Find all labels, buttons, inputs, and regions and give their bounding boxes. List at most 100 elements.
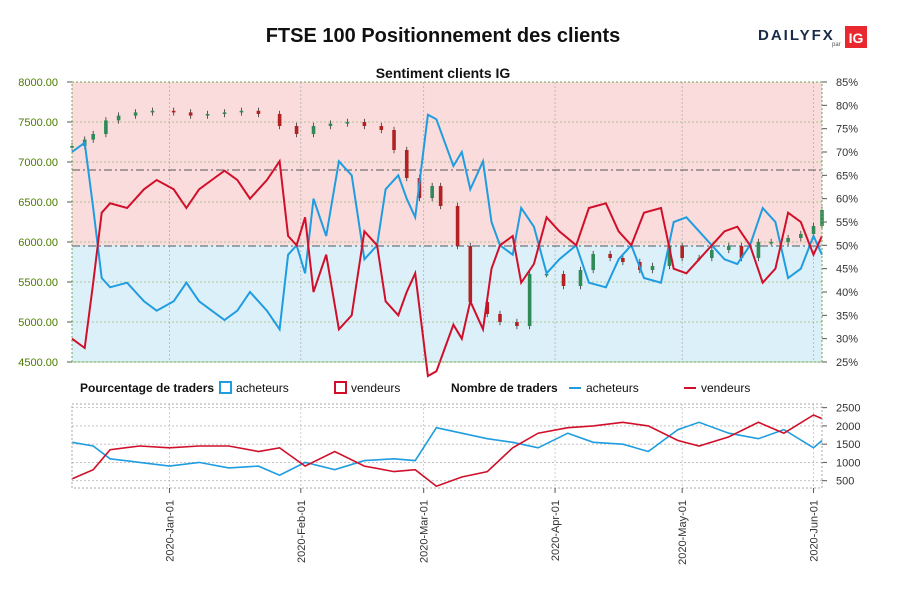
y-right-tick-label: 85% (836, 77, 858, 89)
candle-body (455, 206, 460, 246)
y-left-tick-label: 7500.00 (18, 117, 58, 129)
candle-body (328, 123, 333, 126)
candle-body (171, 110, 176, 113)
candle-body (591, 254, 595, 270)
buyers-percentage-line (71, 113, 823, 333)
candle-body (561, 274, 566, 286)
candle-body (650, 266, 655, 270)
candle-body (70, 146, 74, 148)
y-right-tick-label: 75% (836, 124, 858, 136)
y-right-tick-label: 80% (836, 100, 858, 112)
legend-pct-buyers-swatch (219, 381, 232, 394)
candle-body (345, 122, 350, 124)
y-left-tick-label: 6000.00 (18, 237, 58, 249)
y-right-tick-label: 45% (836, 264, 858, 276)
y-right-tick-label: 70% (836, 147, 858, 159)
y-right-tick-label: 65% (836, 170, 858, 182)
lower-y-tick-label: 1500 (836, 439, 860, 451)
candle-body (769, 242, 773, 244)
candle-body (527, 274, 532, 326)
main-panel-title: Sentiment clients IG (376, 65, 511, 81)
sellers-count-line (71, 414, 823, 488)
y-right-tick-label: 60% (836, 194, 858, 206)
candle-body (608, 254, 612, 258)
y-left-tick-label: 5000.00 (18, 317, 58, 329)
main-panel-frame (71, 81, 823, 363)
candle-body (680, 246, 684, 258)
candle-body (430, 186, 434, 198)
candle-body (188, 112, 193, 116)
candle-body (710, 250, 714, 258)
candle-body (621, 258, 625, 262)
candle-body (498, 314, 502, 322)
candle-body (667, 246, 672, 266)
candle-body (133, 112, 138, 116)
y-right-tick-label: 35% (836, 310, 858, 322)
trader-count-panel: 2500 2000 1500 1000 500 (71, 403, 860, 489)
legend-pct-title: Pourcentage de traders (80, 381, 214, 395)
zone-sellers-bg (72, 82, 822, 245)
candle-body (578, 270, 583, 286)
x-tick-label: 2020-Feb-01 (296, 500, 308, 563)
lower-panel-frame (71, 403, 823, 489)
legend-count-buyers-label: acheteurs (586, 381, 639, 395)
candle-body (739, 246, 744, 258)
x-tick-label: 2020-Jun-01 (809, 500, 821, 562)
lower-y-tick-label: 2500 (836, 403, 860, 415)
dailyfx-logo: DAILYFX par IG (758, 26, 867, 48)
logo-brand: DAILYFX (758, 27, 835, 44)
y-left-tick-label: 7000.00 (18, 157, 58, 169)
candle-body (362, 122, 367, 126)
candle-body (104, 120, 108, 134)
y-left-tick-label: 6500.00 (18, 197, 58, 209)
y-left-tick-label: 4500.00 (18, 357, 58, 369)
candle-body (311, 126, 316, 134)
candle-body (468, 246, 473, 302)
legend-pct-sellers-swatch (334, 381, 347, 394)
candle-body (438, 186, 443, 206)
lower-y-tick-label: 500 (836, 476, 854, 488)
candle-body (392, 130, 396, 150)
sellers-percentage-line (71, 158, 823, 378)
price-sentiment-panel: 8000.00 7500.00 7000.00 6500.00 6000.00 5500.… (18, 77, 858, 378)
lower-y-tick-label: 1000 (836, 457, 860, 469)
y-right-tick-label: 40% (836, 287, 858, 299)
x-tick-label: 2020-Mar-01 (419, 500, 431, 563)
legend: Pourcentage de traders acheteurs vendeur… (80, 381, 750, 395)
x-tick-label: 2020-Apr-01 (550, 500, 562, 561)
y-right-tick-label: 30% (836, 334, 858, 346)
candle-body (205, 114, 210, 116)
y-right-tick-label: 25% (836, 357, 858, 369)
y-left-tick-label: 8000.00 (18, 77, 58, 89)
candle-body (485, 302, 490, 314)
candle-body (799, 234, 803, 238)
x-tick-label: 2020-Jan-01 (164, 500, 176, 562)
y-right-tick-label: 50% (836, 240, 858, 252)
candle-body (811, 226, 816, 234)
y-right-tick-label: 55% (836, 217, 858, 229)
candle-body (239, 110, 244, 113)
candle-body (116, 115, 121, 121)
candle-body (277, 114, 282, 126)
logo-sub: par (832, 42, 841, 48)
candle-body (786, 238, 790, 242)
candle-body (379, 126, 384, 130)
candle-body (222, 112, 227, 114)
candle-body (256, 110, 261, 114)
candle-body (515, 322, 519, 326)
candle-body (726, 246, 731, 250)
y-left-tick-label: 5500.00 (18, 277, 58, 289)
legend-count-title: Nombre de traders (451, 381, 558, 395)
x-tick-label: 2020-May-01 (677, 500, 689, 565)
logo-ig-text: IG (849, 30, 864, 46)
candle-body (150, 110, 155, 113)
legend-count-sellers-label: vendeurs (701, 381, 750, 395)
logo-ig-badge (845, 26, 867, 48)
candle-body (404, 150, 409, 178)
candle-body (91, 134, 95, 140)
chart-title: FTSE 100 Positionnement des clients (266, 25, 621, 47)
buyers-count-line (71, 421, 823, 477)
legend-pct-sellers-label: vendeurs (351, 381, 400, 395)
candle-body (756, 242, 761, 258)
